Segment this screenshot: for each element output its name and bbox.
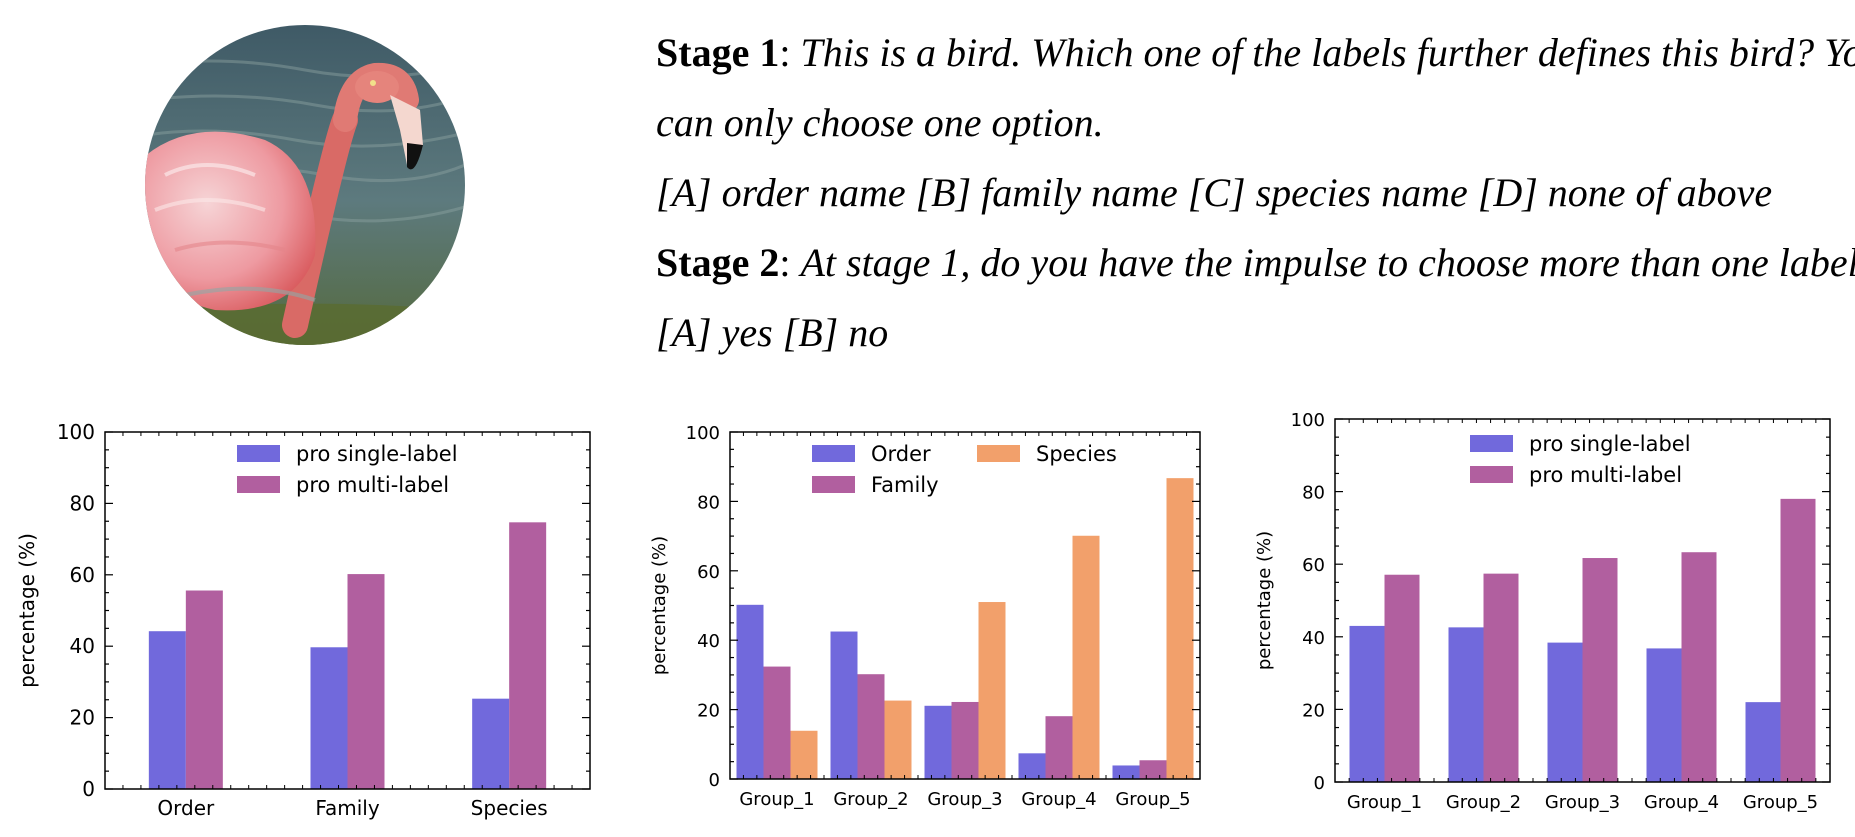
y-tick-label: 40 <box>697 631 720 652</box>
legend-swatch <box>977 445 1020 462</box>
bar-family-pro-single-label <box>310 647 348 789</box>
legend-swatch <box>812 445 855 462</box>
x-tick-label: Species <box>471 796 548 820</box>
bar-group-5-species <box>1166 478 1194 779</box>
legend-label: pro single-label <box>296 442 458 466</box>
legend-swatch <box>1470 435 1513 452</box>
flamingo-photo <box>145 25 465 345</box>
bar-order-pro-multi-label <box>185 590 223 789</box>
legend-label: Family <box>871 473 939 497</box>
y-axis-label: percentage (%) <box>15 533 39 688</box>
x-tick-label: Group_1 <box>1347 792 1422 813</box>
question-panel: Stage 1: This is a bird. Which one of th… <box>656 18 1855 368</box>
legend-swatch <box>1470 466 1513 483</box>
bar-group-1-family <box>763 666 791 779</box>
stage1-line-2: can only choose one option. <box>656 100 1104 145</box>
x-tick-label: Group_2 <box>1446 792 1521 813</box>
x-tick-label: Group_4 <box>1644 792 1719 813</box>
bar-group-2-species <box>884 700 912 779</box>
y-axis-label: percentage (%) <box>649 536 670 675</box>
bar-order-pro-single-label <box>148 631 186 789</box>
legend-label: pro single-label <box>1529 432 1691 456</box>
legend-swatch <box>237 476 280 493</box>
bar-family-pro-multi-label <box>347 574 385 789</box>
y-tick-label: 20 <box>697 701 720 722</box>
x-tick-label: Group_5 <box>1743 792 1818 813</box>
bar-species-pro-multi-label <box>509 522 547 789</box>
y-tick-label: 80 <box>1302 483 1325 504</box>
y-tick-label: 100 <box>686 423 720 444</box>
stage1-separator: : <box>779 30 801 75</box>
bar-group-5-pro-multi-label <box>1780 498 1816 782</box>
y-tick-label: 0 <box>1314 773 1325 794</box>
bar-group-3-species <box>978 602 1006 779</box>
y-tick-label: 60 <box>697 562 720 583</box>
stage2-line-1: Stage 2: At stage 1, do you have the imp… <box>656 228 1855 298</box>
y-tick-label: 0 <box>82 777 95 801</box>
bar-group-2-pro-multi-label <box>1483 573 1519 782</box>
y-tick-label: 60 <box>1302 555 1325 576</box>
stage1-line-1: Stage 1: This is a bird. Which one of th… <box>656 18 1855 88</box>
y-tick-label: 40 <box>1302 628 1325 649</box>
y-tick-label: 0 <box>709 770 720 791</box>
legend-label: pro multi-label <box>296 473 449 497</box>
bar-group-2-family <box>857 674 885 779</box>
legend-label: Species <box>1036 442 1117 466</box>
stage1-question-text: This is a bird. Which one of the labels … <box>800 30 1855 75</box>
y-tick-label: 60 <box>70 563 95 587</box>
x-tick-label: Group_3 <box>1545 792 1620 813</box>
x-tick-label: Order <box>157 796 215 820</box>
bar-group-2-order <box>830 631 858 779</box>
bar-group-1-pro-single-label <box>1349 625 1385 782</box>
x-tick-label: Group_5 <box>1115 789 1190 810</box>
x-tick-label: Group_2 <box>833 789 908 810</box>
legend-label: pro multi-label <box>1529 463 1682 487</box>
y-tick-label: 80 <box>70 491 95 515</box>
bar-group-1-species <box>790 730 818 779</box>
bar-group-4-pro-multi-label <box>1681 552 1717 782</box>
y-tick-label: 100 <box>57 420 95 444</box>
stage2-separator: : <box>779 240 801 285</box>
stage1-options: [A] order name [B] family name [C] speci… <box>656 170 1773 215</box>
bar-group-1-pro-multi-label <box>1384 574 1420 782</box>
y-tick-label: 40 <box>70 634 95 658</box>
y-axis-label: percentage (%) <box>1254 531 1275 670</box>
legend-swatch <box>237 445 280 462</box>
y-tick-label: 20 <box>70 706 95 730</box>
x-tick-label: Family <box>315 796 380 820</box>
bar-group-4-pro-single-label <box>1646 648 1682 782</box>
legend-label: Order <box>871 442 931 466</box>
legend-swatch <box>812 476 855 493</box>
stage1-label: Stage 1 <box>656 30 780 75</box>
bar-group-3-pro-multi-label <box>1582 558 1618 782</box>
chart-order-family-species: 0 20 40 60 80 100 Order Family Species percentage… <box>15 420 591 820</box>
bar-group-4-order <box>1018 753 1046 779</box>
x-tick-label: Group_3 <box>927 789 1002 810</box>
chart-groups-three-labels: 0 20 40 60 80 100 Group_1 Group_2 Group_3 Group_4… <box>649 423 1201 810</box>
y-tick-label: 80 <box>697 492 720 513</box>
bar-group-3-order <box>924 705 952 779</box>
stage2-question-text: At stage 1, do you have the impulse to c… <box>800 240 1855 285</box>
chart-groups-single-vs-multi: 0 20 40 60 80 100 Group_1 Group_2 Group_3 Group_4… <box>1254 410 1831 813</box>
y-tick-label: 100 <box>1291 410 1325 431</box>
stage2-label: Stage 2 <box>656 240 780 285</box>
bar-group-5-pro-single-label <box>1745 702 1781 782</box>
bar-group-4-species <box>1072 535 1100 779</box>
bar-group-3-family <box>951 701 979 779</box>
stage2-options: [A] yes [B] no <box>656 310 889 355</box>
x-tick-label: Group_4 <box>1021 789 1096 810</box>
bar-group-4-family <box>1045 716 1073 779</box>
bar-group-5-order <box>1112 765 1140 779</box>
x-tick-label: Group_1 <box>739 789 814 810</box>
bar-species-pro-single-label <box>472 698 510 789</box>
bar-group-1-order <box>736 604 764 779</box>
bar-group-5-family <box>1139 760 1167 779</box>
bar-group-2-pro-single-label <box>1448 627 1484 782</box>
bar-group-3-pro-single-label <box>1547 642 1583 782</box>
y-tick-label: 20 <box>1302 700 1325 721</box>
